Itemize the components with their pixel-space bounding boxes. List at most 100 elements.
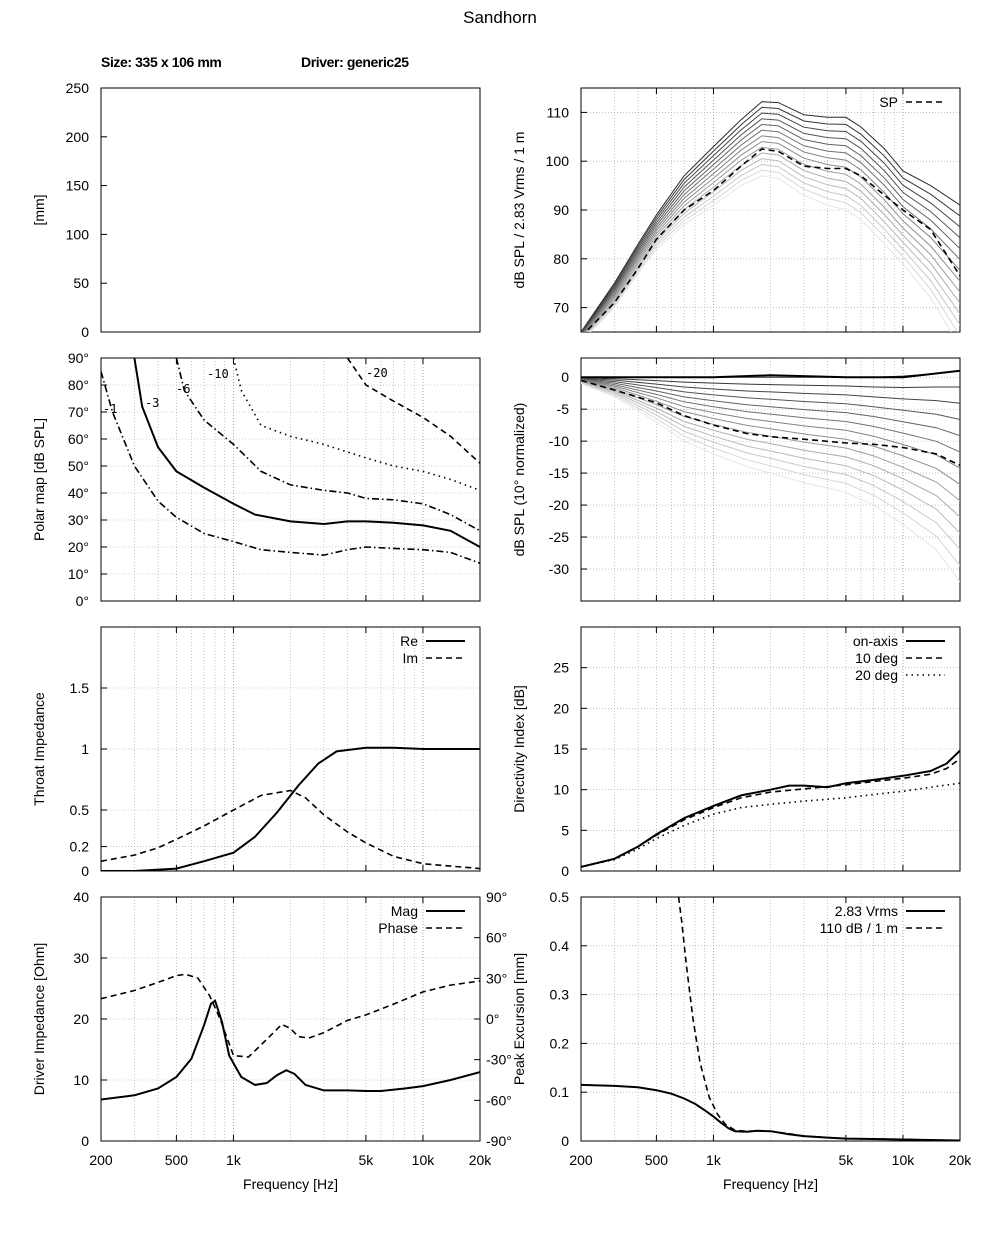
- series-line--3: [133, 358, 480, 548]
- fan-curve: [581, 379, 960, 469]
- y-tick-label: 20: [553, 700, 569, 716]
- legend-label: 110 dB / 1 m: [820, 920, 898, 936]
- series-line-phase: [101, 973, 480, 1058]
- legend-label: Phase: [378, 920, 418, 936]
- plot-area: [101, 746, 480, 871]
- contour-label: -3: [145, 396, 159, 410]
- series-line--1: [101, 371, 480, 564]
- y-tick-label: 70°: [68, 404, 89, 420]
- x-tick-label: 20k: [469, 1152, 493, 1168]
- y-tick-label: 5: [561, 822, 569, 838]
- fan-curve: [583, 129, 960, 332]
- y-tick-label: 80°: [68, 377, 89, 393]
- fan-curve: [589, 175, 952, 332]
- y-tick-label: 0.5: [70, 802, 90, 818]
- y-tick-label: -10: [549, 433, 569, 449]
- y-tick-label: 0.5: [550, 889, 570, 905]
- fan-curve: [581, 382, 960, 566]
- plot-area: [581, 101, 960, 332]
- panel-profile: 0 50 100 150 200 250 [mm]: [31, 80, 481, 340]
- y-tick-label: 30: [73, 950, 89, 966]
- y2-tick-label: -90°: [486, 1133, 512, 1149]
- x-tick-label: 10k: [892, 1152, 916, 1168]
- y-axis-label: Throat Impedance: [31, 692, 47, 806]
- panel-di: 0 5 10 15 20 25 Directivity Index [dB] on-axis1…: [511, 626, 961, 879]
- legend-label: 2.83 Vrms: [835, 903, 898, 919]
- y-tick-label: 200: [66, 129, 90, 145]
- fan-curve: [581, 378, 960, 420]
- series-line-im: [101, 789, 480, 870]
- driver-info: Driver: generic25: [301, 54, 409, 70]
- y-tick-label: -5: [557, 401, 570, 417]
- y-tick-label: -20: [549, 497, 569, 513]
- y2-tick-label: 30°: [486, 970, 507, 986]
- y-tick-label: 0: [81, 863, 89, 879]
- x-tick-label: 5k: [839, 1152, 855, 1168]
- fan-curve: [583, 135, 960, 332]
- plot-area: [581, 749, 960, 868]
- plot-area: [581, 897, 960, 1141]
- series-line--20: [346, 358, 480, 464]
- y-tick-label: -25: [549, 529, 569, 545]
- y-tick-label: 15: [553, 741, 569, 757]
- y-axis-label: [mm]: [31, 194, 47, 225]
- y-tick-label: -30: [549, 561, 569, 577]
- fan-curve: [581, 383, 960, 583]
- y2-tick-label: 0°: [486, 1011, 499, 1027]
- x-tick-label: 500: [645, 1152, 669, 1168]
- y-tick-label: 1.5: [70, 680, 90, 696]
- y-axis-label: Driver Impedance [Ohm]: [31, 943, 47, 1096]
- size-info: Size: 335 x 106 mm: [101, 54, 222, 70]
- y-tick-label: 0: [81, 324, 89, 340]
- series-line-sp: [581, 379, 960, 467]
- fan-curve: [581, 382, 960, 550]
- y-tick-label: 150: [66, 178, 90, 194]
- panel-polar: 0° 10° 20° 30° 40° 50° 60° 70° 80° 90° Polar map […: [31, 350, 481, 609]
- y2-tick-label: -30°: [486, 1052, 512, 1068]
- fan-curve: [586, 152, 960, 332]
- legend-label: 10 deg: [855, 650, 898, 666]
- panel-driver_z: 0 10 20 30 40 -90° -60° -30° 0° 30° 60° 90° Driver I…: [31, 889, 512, 1149]
- fan-curve: [581, 377, 960, 404]
- fan-curve: [582, 123, 960, 332]
- y-tick-label: 10°: [68, 566, 89, 582]
- x-tick-label: 10k: [412, 1152, 436, 1168]
- x-tick-label: 20k: [949, 1152, 973, 1168]
- plot-area: [101, 973, 480, 1101]
- y-tick-label: 0°: [76, 593, 89, 609]
- legend-label: SP: [879, 94, 898, 110]
- x-tick-label: 5k: [359, 1152, 375, 1168]
- x-tick-label: 500: [165, 1152, 189, 1168]
- panel-excursion: 0 0.1 0.2 0.3 0.4 0.5 Peak Excursion [mm] 2.83 …: [511, 889, 961, 1149]
- page-title: Sandhorn: [463, 8, 537, 27]
- fan-curve: [581, 112, 960, 332]
- y-tick-label: 0: [561, 369, 569, 385]
- plot-frame: [580, 87, 961, 333]
- y2-tick-label: 90°: [486, 889, 507, 905]
- y-tick-label: 40°: [68, 485, 89, 501]
- y-tick-label: 100: [66, 226, 90, 242]
- y-tick-label: 0.3: [550, 987, 570, 1003]
- panel-spl: 70 80 90 100 110 dB SPL / 2.83 Vrms / 1 m SP: [511, 87, 961, 333]
- y-tick-label: 50°: [68, 458, 89, 474]
- contour-label: -10: [207, 367, 229, 381]
- fan-curve: [581, 101, 960, 332]
- y-tick-label: 0.2: [550, 1035, 570, 1051]
- panel-spl_norm: -30 -25 -20 -15 -10 -5 0 dB SPL (10° normalized…: [511, 357, 961, 602]
- series-line--6: [175, 358, 480, 532]
- y-tick-label: 90: [553, 202, 569, 218]
- plot-frame: [100, 896, 481, 1142]
- plot-frame: [580, 626, 961, 872]
- legend-label: Im: [402, 650, 418, 666]
- plot-frame: [580, 896, 961, 1142]
- fan-curve: [588, 169, 959, 332]
- plot-frame: [100, 357, 481, 602]
- y-tick-label: -15: [549, 465, 569, 481]
- y-axis-label: Directivity Index [dB]: [511, 685, 527, 813]
- plot-frame: [100, 87, 481, 333]
- fan-curve: [581, 381, 960, 534]
- y-tick-label: 250: [66, 80, 90, 96]
